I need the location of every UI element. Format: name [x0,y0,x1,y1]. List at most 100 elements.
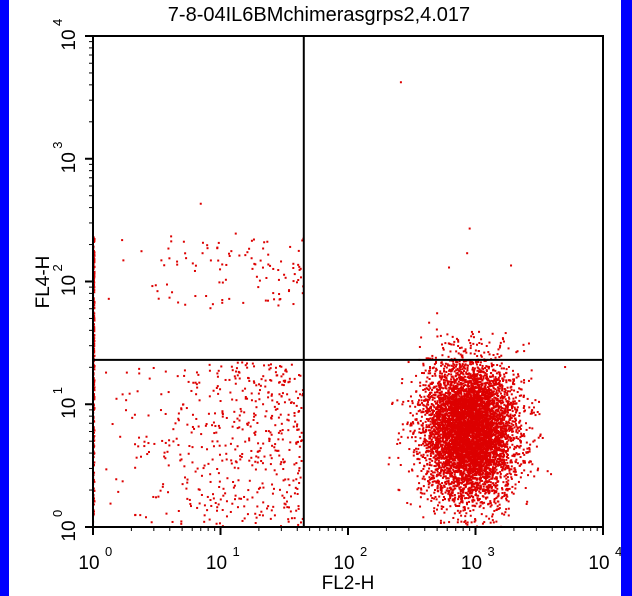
data-point [481,489,484,492]
data-point [507,365,510,368]
data-point [433,435,436,438]
data-point [491,418,494,421]
data-point [490,408,493,411]
data-point [456,455,459,458]
data-point [491,485,494,488]
data-point [479,408,482,411]
data-point [499,341,502,344]
data-point [446,333,449,336]
data-point [475,438,478,441]
data-point [506,437,509,440]
data-point [514,422,517,425]
data-point [497,371,500,374]
data-point [420,399,423,402]
data-point [449,426,452,429]
data-point [511,427,514,430]
data-point [430,440,433,443]
data-point [457,380,460,383]
data-point [498,383,501,386]
data-point [422,372,425,375]
data-point [495,415,498,418]
data-point [422,442,425,445]
data-point [514,420,517,423]
data-point [439,472,442,475]
data-point [487,387,490,390]
data-point [477,409,480,412]
data-point [520,432,523,435]
data-point [428,461,431,464]
data-point [445,439,448,442]
data-point [468,489,471,492]
data-point [443,403,446,406]
data-point [492,411,495,414]
data-point [427,419,430,422]
data-point [468,401,471,404]
data-point [484,367,487,370]
data-point [511,434,514,437]
data-point [434,361,437,364]
data-point [449,448,452,451]
data-point [416,458,419,461]
data-point [453,497,456,500]
data-point [503,463,506,466]
data-point [435,388,438,391]
chart-panel: 7-8-04IL6BMchimerasgrps2,4.017 10 0 10 1 10 2… [9,0,621,596]
data-point [471,368,474,371]
data-point [448,499,451,502]
data-point [423,478,426,481]
data-point [518,426,521,429]
data-point [459,461,462,464]
data-point [497,480,500,483]
data-point [506,473,509,476]
data-point [439,419,442,422]
data-point [432,419,435,422]
data-point [455,504,458,507]
data-point [460,355,463,358]
data-point [513,378,516,381]
data-point [492,434,495,437]
data-point [484,491,487,494]
data-point [475,361,478,364]
data-point [502,407,505,410]
data-point [455,480,458,483]
data-point [458,511,461,514]
data-point [442,437,445,440]
data-point [444,468,447,471]
data-point [495,509,498,512]
data-point [504,398,507,401]
data-point [520,434,523,437]
data-point [459,406,462,409]
data-point [466,376,469,379]
data-point [428,481,431,484]
data-point [434,356,437,359]
data-point [495,459,498,462]
data-point [445,477,448,480]
data-point [455,372,458,375]
data-point [461,496,464,499]
data-point [426,400,429,403]
data-point [476,445,479,448]
data-point [496,464,499,467]
data-point [463,415,466,418]
data-point [519,388,522,391]
data-point [466,503,469,506]
data-point [439,461,442,464]
data-point [452,478,455,481]
data-point [452,377,455,380]
data-point [527,342,530,345]
data-point [454,477,457,480]
data-point [453,415,456,418]
data-point [461,454,464,457]
data-point [470,382,473,385]
data-point [484,382,487,385]
data-point [445,451,448,454]
data-point [439,376,442,379]
data-point [447,452,450,455]
data-point [488,380,491,383]
data-point [485,456,488,459]
data-point [448,364,451,367]
data-point [447,399,450,402]
data-point [482,488,485,491]
data-point [502,416,505,419]
data-point [483,437,486,440]
